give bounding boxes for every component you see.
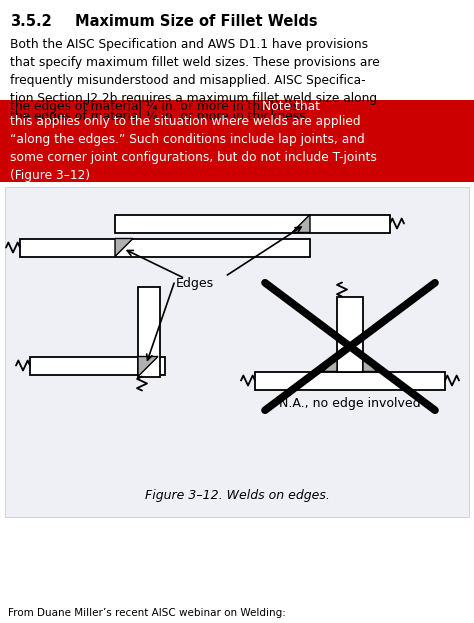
Bar: [5, 186, 469, 516]
Text: the edges of material ¼ in. or more in thickness.: the edges of material ¼ in. or more in t…: [10, 100, 310, 113]
Polygon shape: [323, 358, 337, 371]
Text: Maximum Size of Fillet Welds: Maximum Size of Fillet Welds: [75, 14, 318, 29]
Bar: [138, 287, 160, 376]
Text: Both the AISC Specification and AWS D1.1 have provisions
that specify maximum fi: Both the AISC Specification and AWS D1.1…: [10, 38, 380, 123]
Text: Figure 3–12. Welds on edges.: Figure 3–12. Welds on edges.: [145, 488, 329, 502]
Text: 3.5.2: 3.5.2: [10, 14, 52, 29]
Polygon shape: [363, 358, 377, 371]
Bar: [337, 297, 363, 371]
Polygon shape: [138, 356, 158, 376]
Bar: [20, 239, 310, 257]
Text: N.A., no edge involved: N.A., no edge involved: [279, 397, 421, 411]
Polygon shape: [292, 214, 310, 232]
Polygon shape: [115, 239, 133, 257]
Bar: [115, 214, 390, 232]
Text: this applies only to the situation where welds are applied
“along the edges.” Su: this applies only to the situation where…: [10, 115, 377, 183]
Bar: [30, 356, 165, 374]
Text: Note that: Note that: [262, 100, 320, 113]
Bar: [0, 100, 474, 181]
Bar: [255, 371, 445, 389]
Text: Edges: Edges: [176, 277, 214, 290]
Text: From Duane Miller’s recent AISC webinar on Welding:: From Duane Miller’s recent AISC webinar …: [8, 608, 286, 618]
